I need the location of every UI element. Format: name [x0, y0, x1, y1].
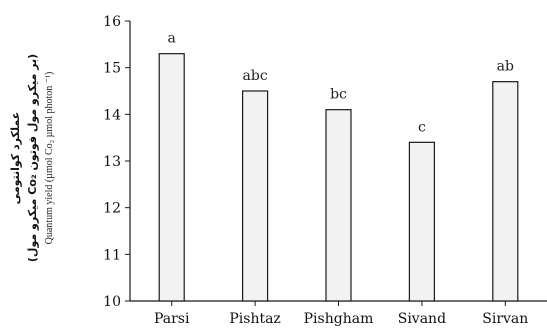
- bar-sirvan: [492, 81, 519, 302]
- bar-pishtaz: [242, 90, 269, 302]
- y-tick-label: 11: [103, 247, 121, 263]
- y-axis-ticks: 10 11 12 13 14 15 16: [103, 14, 130, 310]
- x-tick-label-sirvan: Sirvan: [482, 311, 528, 327]
- bar-sivand: [408, 141, 435, 302]
- y-axis-title-line2: (میکرو مول Co₂ بر میکرو مول فوتون): [26, 54, 39, 262]
- y-axis-title: عملکرد کوانتومی (میکرو مول Co₂ بر میکرو …: [9, 54, 55, 262]
- y-tick-label: 10: [103, 294, 121, 310]
- y-axis-title-line1: عملکرد کوانتومی: [9, 112, 22, 205]
- significance-letter-pishtaz: abc: [243, 68, 268, 84]
- significance-letter-pishgham: bc: [330, 87, 347, 103]
- x-tick-label-sivand: Sivand: [398, 311, 446, 327]
- bar-pishgham: [325, 109, 352, 302]
- y-tick-label: 13: [103, 154, 121, 170]
- y-axis-title-line3: Quantum yield (µmol Co₂ µmol photon ⁻¹): [44, 72, 55, 245]
- x-axis-tick-labels: Parsi Pishtaz Pishgham Sivand Sirvan: [154, 301, 528, 327]
- significance-letter-sirvan: ab: [497, 59, 514, 75]
- significance-letter-parsi: a: [168, 31, 176, 47]
- y-tick-label: 16: [103, 14, 121, 30]
- bars: [158, 53, 519, 302]
- y-tick-label: 14: [103, 107, 121, 123]
- y-tick-label: 12: [103, 201, 121, 217]
- significance-letter-sivand: c: [418, 119, 426, 135]
- bar-parsi: [158, 53, 185, 302]
- x-tick-label-pishtaz: Pishtaz: [229, 311, 280, 327]
- y-tick-label: 15: [103, 61, 121, 77]
- significance-letters: a abc bc c ab: [168, 31, 514, 136]
- x-tick-label-pishgham: Pishgham: [304, 311, 374, 327]
- x-tick-label-parsi: Parsi: [154, 311, 190, 327]
